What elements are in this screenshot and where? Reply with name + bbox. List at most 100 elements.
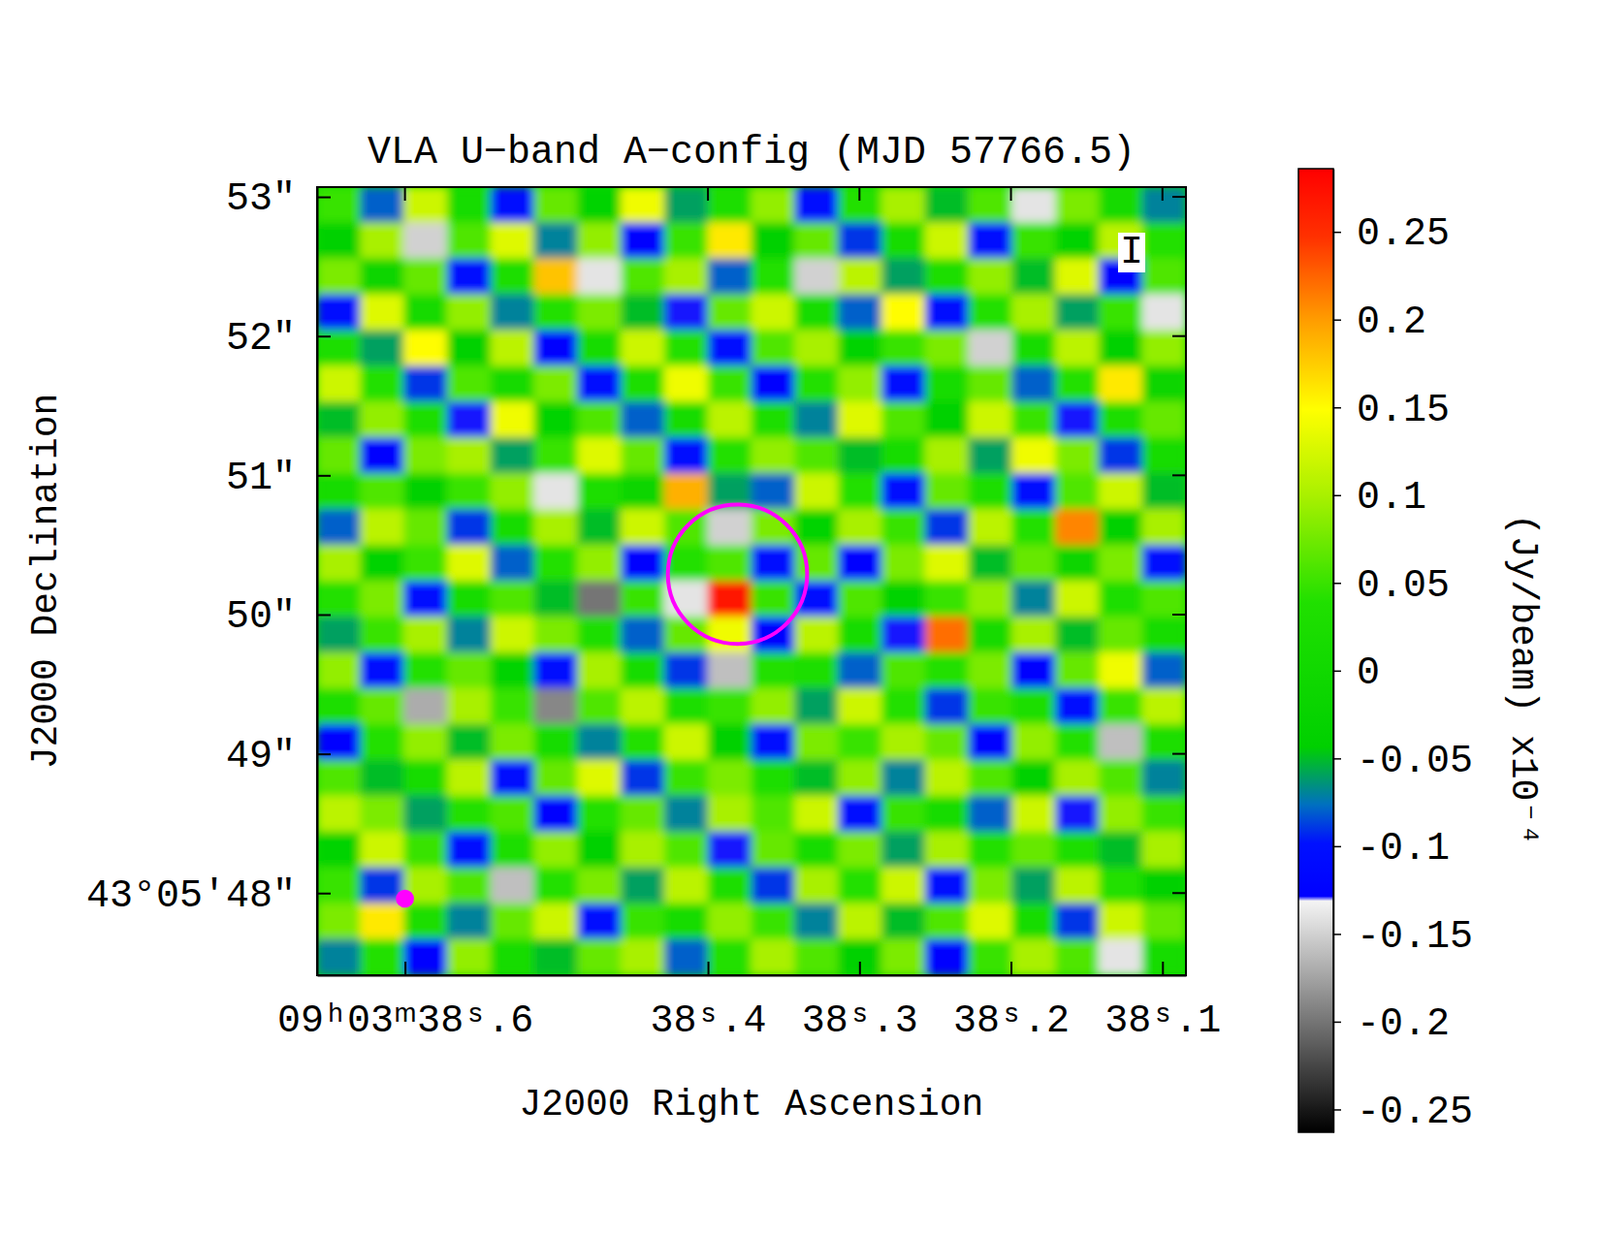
- cell: [490, 832, 536, 869]
- y-tick-mark-right: [1172, 335, 1186, 338]
- x-tick-label: 38ˢ.1: [1104, 999, 1221, 1044]
- cell: [664, 724, 709, 762]
- x-tick-mark-top: [1010, 187, 1013, 201]
- cell: [1011, 867, 1056, 905]
- cell: [925, 222, 970, 259]
- cell: [1098, 580, 1144, 618]
- cell: [1142, 796, 1186, 833]
- y-tick-mark: [317, 893, 331, 896]
- cell: [794, 867, 839, 905]
- cell: [1098, 616, 1144, 654]
- cell: [751, 796, 797, 833]
- cell: [490, 437, 536, 475]
- cell: [620, 796, 666, 833]
- cell: [317, 222, 361, 259]
- cell: [359, 437, 405, 475]
- cell: [925, 544, 970, 582]
- cell: [881, 473, 927, 511]
- cell: [837, 187, 883, 224]
- cell: [1142, 257, 1186, 295]
- colorbar-tick-mark: [1333, 933, 1342, 936]
- x-tick-mark-top: [706, 187, 709, 201]
- y-tick: 51″: [225, 456, 331, 501]
- cell: [1142, 544, 1186, 582]
- cell: [794, 329, 839, 367]
- x-tick-mark-top: [404, 187, 407, 201]
- cell: [837, 365, 883, 403]
- cell: [576, 652, 622, 690]
- y-tick-mark: [317, 753, 331, 756]
- cell: [881, 544, 927, 582]
- cell: [925, 580, 970, 618]
- cell: [620, 401, 666, 439]
- cell: [403, 724, 448, 762]
- cell: [794, 222, 839, 259]
- cell: [751, 187, 797, 224]
- cell: [881, 509, 927, 546]
- cell: [576, 580, 622, 618]
- cell: [534, 222, 579, 259]
- cell: [794, 939, 839, 976]
- cell: [576, 401, 622, 439]
- cell: [707, 616, 753, 654]
- cell: [490, 222, 536, 259]
- cell: [837, 580, 883, 618]
- cell: [1055, 222, 1100, 259]
- cell: [534, 473, 579, 511]
- cell: [534, 401, 579, 439]
- cell: [881, 293, 927, 331]
- cell: [881, 437, 927, 475]
- cell: [1098, 437, 1144, 475]
- cell: [1011, 329, 1056, 367]
- cell: [534, 437, 579, 475]
- cell: [317, 724, 361, 762]
- y-tick-mark: [317, 613, 331, 616]
- cell: [534, 832, 579, 869]
- cell: [1011, 293, 1056, 331]
- cell: [317, 365, 361, 403]
- cell: [359, 616, 405, 654]
- colorbar-tick: 0.25: [1333, 212, 1450, 256]
- colorbar-tick-label: 0.2: [1356, 300, 1427, 345]
- cell: [359, 652, 405, 690]
- cell: [794, 832, 839, 869]
- cell: [925, 652, 970, 690]
- cell: [1011, 365, 1056, 403]
- cell: [1055, 616, 1100, 654]
- cell: [664, 652, 709, 690]
- y-tick-label: 53″: [225, 177, 296, 222]
- cell: [751, 580, 797, 618]
- cell: [837, 903, 883, 941]
- cell: [403, 257, 448, 295]
- cell: [447, 187, 492, 224]
- cell: [490, 724, 536, 762]
- cell: [620, 867, 666, 905]
- x-axis-title: J2000 Right Ascension: [519, 1084, 985, 1126]
- cell: [447, 401, 492, 439]
- cell: [751, 293, 797, 331]
- cell: [664, 293, 709, 331]
- cell: [576, 760, 622, 798]
- cell: [576, 293, 622, 331]
- colorbar-tick-label: -0.1: [1356, 827, 1450, 871]
- cell: [664, 222, 709, 259]
- cell: [447, 724, 492, 762]
- cell: [1011, 401, 1056, 439]
- cell: [707, 832, 753, 869]
- y-tick-mark: [317, 196, 331, 199]
- cell: [317, 544, 361, 582]
- cell: [837, 473, 883, 511]
- cell: [751, 257, 797, 295]
- cell: [1098, 939, 1144, 976]
- cell: [707, 365, 753, 403]
- cell: [1011, 257, 1056, 295]
- cell: [403, 293, 448, 331]
- cell: [837, 437, 883, 475]
- cell: [620, 616, 666, 654]
- colorbar-tick-label: 0.1: [1356, 476, 1427, 520]
- x-tick: 38ˢ.2: [953, 961, 1070, 1044]
- colorbar-tick: 0.05: [1333, 564, 1450, 608]
- cell: [837, 939, 883, 976]
- cell: [317, 652, 361, 690]
- cell: [751, 867, 797, 905]
